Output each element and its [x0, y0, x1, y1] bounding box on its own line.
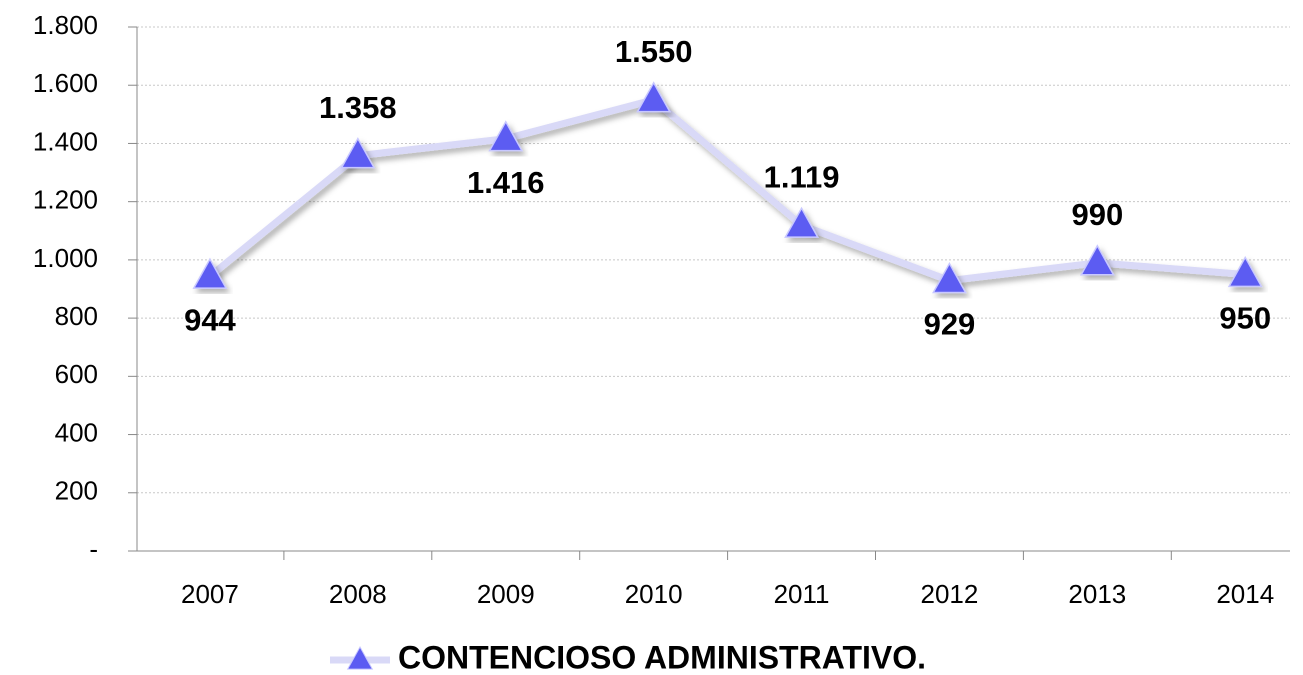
y-tick-label: 600	[55, 359, 98, 389]
y-tick-label: 1.000	[33, 243, 98, 273]
data-label: 929	[924, 307, 976, 342]
x-tick-label: 2014	[1216, 579, 1274, 609]
x-tick-label: 2009	[477, 579, 535, 609]
legend-marker	[346, 645, 374, 670]
marker	[488, 120, 524, 152]
data-label: 1.550	[615, 34, 693, 69]
marker	[340, 137, 376, 169]
marker	[932, 262, 967, 294]
x-tick-label: 2008	[329, 579, 387, 609]
data-label: 944	[184, 302, 236, 337]
x-tick-label: 2012	[921, 579, 979, 609]
x-tick-label: 2010	[625, 579, 683, 609]
y-tick-label: 400	[55, 417, 98, 447]
marker	[784, 206, 819, 238]
x-tick-label: 2011	[774, 579, 830, 609]
marker	[192, 257, 228, 289]
data-label: 950	[1219, 301, 1271, 336]
y-tick-label: 1.200	[33, 185, 98, 215]
marker	[1227, 255, 1263, 288]
y-tick-label: 200	[55, 476, 98, 506]
marker	[1079, 244, 1115, 276]
y-tick-label: -	[89, 534, 98, 564]
series-line	[207, 96, 1246, 285]
data-label: 1.358	[319, 90, 397, 125]
data-label: 990	[1071, 197, 1123, 232]
y-tick-label: 1.400	[33, 126, 98, 156]
data-label: 1.416	[467, 165, 545, 200]
y-tick-label: 800	[55, 301, 98, 331]
y-tick-label: 1.600	[33, 68, 98, 98]
marker	[636, 81, 672, 113]
legend-label: CONTENCIOSO ADMINISTRATIVO.	[398, 639, 926, 675]
x-tick-label: 2007	[181, 579, 239, 609]
y-tick-label: 1.800	[33, 10, 98, 40]
data-label: 1.119	[764, 159, 840, 194]
x-tick-label: 2013	[1068, 579, 1126, 609]
